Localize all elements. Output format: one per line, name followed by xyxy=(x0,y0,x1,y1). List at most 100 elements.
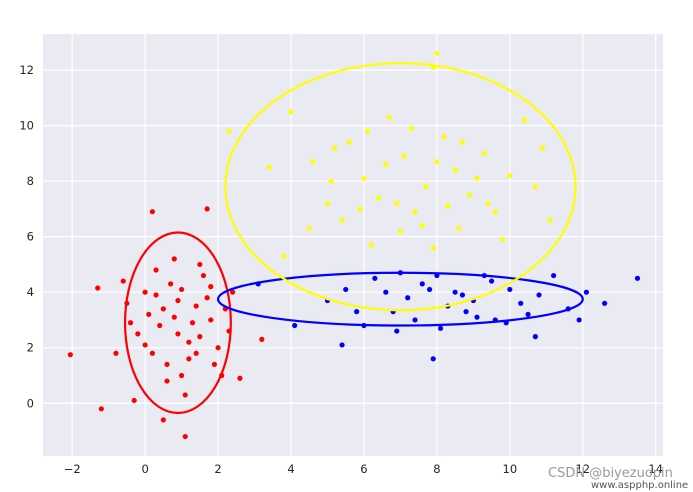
data-point xyxy=(266,164,272,170)
data-point xyxy=(540,145,546,151)
data-point xyxy=(459,139,466,145)
data-point xyxy=(372,275,378,281)
data-point xyxy=(383,289,389,295)
data-point xyxy=(230,289,236,295)
data-point xyxy=(292,322,298,329)
data-point xyxy=(339,217,345,223)
x-tick-label: 0 xyxy=(141,462,148,476)
data-point xyxy=(437,325,444,331)
data-point xyxy=(419,281,425,287)
data-point xyxy=(547,217,553,223)
cluster-ellipse xyxy=(216,271,584,327)
x-tick-label: 12 xyxy=(575,462,590,476)
data-point xyxy=(310,159,316,165)
y-tick-label: 8 xyxy=(27,174,34,188)
data-point xyxy=(186,356,192,362)
data-point xyxy=(343,286,349,293)
data-point xyxy=(452,167,458,173)
y-tick-label: 4 xyxy=(27,285,34,299)
y-tick-label: 6 xyxy=(27,230,34,244)
x-tick-label: 4 xyxy=(287,462,294,476)
data-point xyxy=(485,200,491,206)
data-point xyxy=(193,350,199,356)
data-point xyxy=(164,378,170,384)
watermark-text: CSDN @biyezuopin xyxy=(548,466,673,481)
data-point xyxy=(171,314,177,320)
data-point xyxy=(456,225,462,231)
data-point xyxy=(467,192,473,198)
data-point xyxy=(178,372,185,379)
data-point xyxy=(215,345,221,351)
tick-labels: −2 0 2 4 6 8 10 12 14 0 2 4 6 8 10 12 xyxy=(19,63,663,476)
data-point xyxy=(397,228,404,234)
data-point xyxy=(226,128,232,134)
data-point xyxy=(481,150,487,156)
data-point xyxy=(211,361,218,367)
data-point xyxy=(131,397,137,404)
data-point xyxy=(142,289,148,295)
data-point xyxy=(182,433,188,440)
data-point xyxy=(127,320,134,326)
data-point xyxy=(507,172,513,179)
data-point xyxy=(259,336,265,342)
data-point xyxy=(434,159,440,165)
data-point xyxy=(153,292,159,298)
data-point xyxy=(200,272,207,279)
cluster-ellipses xyxy=(123,62,584,415)
data-point xyxy=(459,292,466,298)
data-point xyxy=(394,200,400,206)
data-point xyxy=(525,311,531,318)
data-point xyxy=(434,50,440,57)
data-point xyxy=(634,275,641,281)
data-point xyxy=(521,117,528,123)
data-point xyxy=(405,295,411,301)
data-point xyxy=(164,361,170,367)
data-point xyxy=(386,114,393,120)
data-point xyxy=(281,253,287,259)
data-point xyxy=(178,286,185,293)
data-point xyxy=(328,178,334,184)
data-point xyxy=(149,350,156,356)
data-point xyxy=(492,209,498,215)
data-point xyxy=(550,272,557,279)
data-point xyxy=(182,392,188,398)
data-point xyxy=(175,331,181,337)
data-point xyxy=(430,356,436,362)
data-point xyxy=(532,184,538,190)
data-point xyxy=(120,278,126,284)
data-point xyxy=(204,295,210,301)
data-point xyxy=(153,267,159,273)
x-tick-label: 2 xyxy=(214,462,221,476)
plot-background xyxy=(43,34,663,456)
data-point xyxy=(375,195,382,201)
data-point xyxy=(412,209,418,215)
data-point xyxy=(536,292,542,298)
watermark-subtext: www.aspphp.online xyxy=(591,480,689,491)
data-point xyxy=(160,306,166,312)
data-point xyxy=(142,342,148,348)
data-point xyxy=(288,109,294,115)
data-point xyxy=(441,134,447,140)
data-point xyxy=(445,203,451,209)
data-point xyxy=(346,139,352,145)
data-point xyxy=(408,125,414,131)
data-point xyxy=(135,331,141,337)
data-points xyxy=(67,50,641,440)
data-point xyxy=(368,242,374,248)
data-point xyxy=(576,317,582,323)
data-point xyxy=(171,256,177,262)
data-point xyxy=(204,206,210,212)
cluster-ellipse xyxy=(123,231,232,415)
data-point xyxy=(488,278,495,284)
y-tick-label: 0 xyxy=(27,396,34,410)
cluster-ellipse xyxy=(224,62,577,312)
data-point xyxy=(332,145,338,151)
data-point xyxy=(197,334,203,340)
data-point xyxy=(474,314,480,320)
data-point xyxy=(146,311,152,318)
data-point xyxy=(175,297,181,304)
x-tick-label: 10 xyxy=(503,462,518,476)
data-point xyxy=(518,300,524,306)
data-point xyxy=(419,222,425,229)
data-point xyxy=(113,350,119,356)
